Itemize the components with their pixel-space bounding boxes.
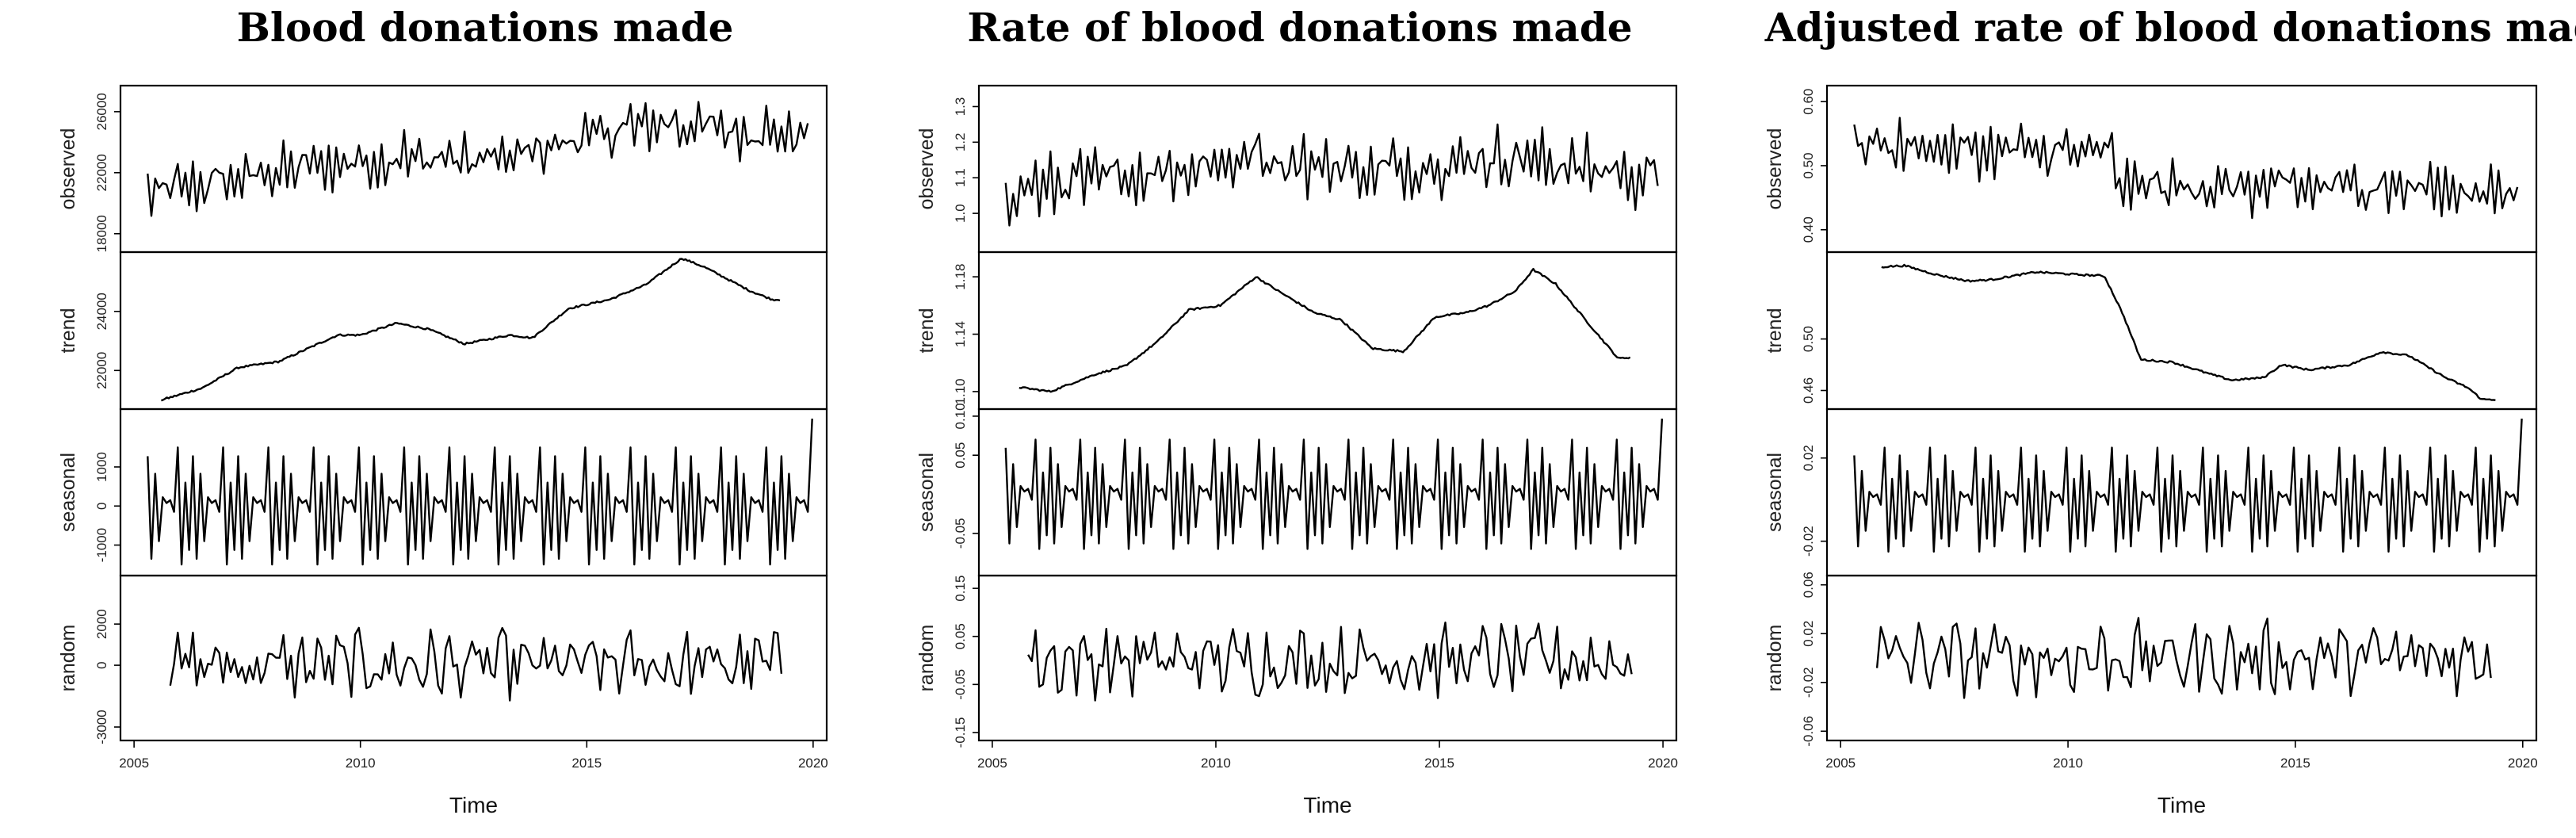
- y-tick-label: 0.40: [1801, 216, 1816, 243]
- y-tick-label: 24000: [94, 293, 109, 330]
- y-tick-label: 1.1: [953, 168, 968, 187]
- panel-seasonal: -0.05 0.05 0.10 seasonal: [915, 403, 1678, 577]
- y-tick-label: 1.14: [953, 321, 968, 347]
- y-tick-label: 1.2: [953, 133, 968, 152]
- y-tick-label: 1.18: [953, 264, 968, 290]
- x-tick-label: 2015: [1424, 756, 1454, 771]
- panel-ylabel: trend: [915, 308, 938, 354]
- y-tick-label: 1.0: [953, 204, 968, 223]
- panel-random: -0.15 -0.05 0.05 0.15 random: [915, 574, 1678, 748]
- y-tick-label: 0.10: [953, 403, 968, 429]
- panel-ylabel: random: [915, 625, 938, 692]
- y-tick-label: 1.10: [953, 378, 968, 404]
- x-tick-label: 2015: [2280, 756, 2310, 771]
- y-tick-label: 0.05: [953, 442, 968, 469]
- y-tick-label: 0.02: [1801, 621, 1816, 647]
- y-tick-label: 0.02: [1801, 445, 1816, 471]
- y-tick-label: 18000: [94, 215, 109, 252]
- y-tick-label: 22000: [94, 154, 109, 191]
- y-tick-label: 0.50: [1801, 152, 1816, 178]
- series-seasonal: [1853, 419, 2523, 553]
- y-tick-label: -0.02: [1801, 667, 1816, 698]
- x-tick-label: 2010: [1201, 756, 1231, 771]
- y-tick-label: 1.3: [953, 98, 968, 117]
- panel-seasonal: -1000 0 1000 seasonal: [57, 408, 828, 577]
- y-tick-label: 0.60: [1801, 89, 1816, 115]
- chart-title: Rate of blood donations made: [967, 4, 1632, 51]
- panel-random: -0.06 -0.02 0.02 0.06 random: [1764, 572, 2538, 747]
- panel-observed: 0.40 0.50 0.60 observed: [1764, 84, 2538, 254]
- series-observed: [1004, 123, 1659, 227]
- panel-ylabel: seasonal: [915, 453, 938, 532]
- panel-frame: [119, 574, 828, 742]
- panel-ylabel: random: [57, 625, 79, 692]
- y-tick-label: 1000: [94, 452, 109, 482]
- x-tick-label: 2020: [2508, 756, 2538, 771]
- x-axis-label: Time: [1303, 793, 1351, 817]
- panel-ylabel: observed: [57, 128, 79, 210]
- chart-1: Blood donations made 18000 22000 26000 obser…: [57, 4, 828, 817]
- y-tick-label: 2000: [94, 609, 109, 639]
- y-tick-label: 26000: [94, 93, 109, 130]
- panel-ylabel: seasonal: [1764, 453, 1786, 532]
- panel-trend: 0.46 0.50 trend: [1764, 251, 2538, 411]
- y-tick-label: -0.15: [953, 717, 968, 748]
- series-observed: [147, 101, 809, 217]
- panel-ylabel: observed: [1764, 128, 1786, 210]
- y-tick-label: 0.06: [1801, 572, 1816, 598]
- panel-trend: 22000 24000 trend: [57, 251, 828, 411]
- x-axis-label: Time: [2157, 793, 2206, 817]
- chart-title: Adjusted rate of blood donations made: [1764, 4, 2576, 51]
- x-tick-label: 2005: [119, 756, 149, 771]
- y-tick-label: 0.50: [1801, 326, 1816, 352]
- panel-frame: [1825, 574, 2538, 742]
- y-tick-label: -0.06: [1801, 716, 1816, 747]
- panel-observed: 18000 22000 26000 observed: [57, 84, 828, 254]
- chart-3: Adjusted rate of blood donations made 0.4…: [1764, 4, 2576, 817]
- y-tick-label: -0.05: [953, 518, 968, 549]
- series-random: [1875, 617, 2492, 699]
- series-trend: [161, 258, 781, 402]
- y-tick-label: 0.05: [953, 623, 968, 649]
- series-random: [1027, 622, 1633, 702]
- y-tick-label: -0.05: [953, 669, 968, 700]
- panel-frame: [977, 251, 1678, 411]
- panel-trend: 1.10 1.14 1.18 trend: [915, 251, 1678, 411]
- y-tick-label: -0.02: [1801, 526, 1816, 557]
- x-tick-label: 2005: [977, 756, 1007, 771]
- series-trend: [1881, 263, 2496, 401]
- panel-ylabel: trend: [1764, 308, 1786, 354]
- x-tick-label: 2010: [346, 756, 376, 771]
- panel-observed: 1.0 1.1 1.2 1.3 observed: [915, 84, 1678, 254]
- x-tick-label: 2005: [1825, 756, 1856, 771]
- x-tick-label: 2020: [798, 756, 828, 771]
- series-observed: [1853, 117, 2519, 220]
- panel-random: -3000 0 2000 random: [57, 574, 828, 744]
- y-tick-label: -1000: [94, 528, 109, 562]
- panel-seasonal: -0.02 0.02 seasonal: [1764, 408, 2538, 577]
- x-tick-label: 2015: [571, 756, 602, 771]
- y-tick-label: 0.46: [1801, 377, 1816, 404]
- panel-ylabel: trend: [57, 308, 79, 354]
- panel-frame: [1825, 251, 2538, 411]
- panel-frame: [977, 574, 1678, 742]
- y-tick-label: -3000: [94, 710, 109, 744]
- x-axis-label: Time: [449, 793, 498, 817]
- panel-ylabel: seasonal: [57, 453, 79, 532]
- series-seasonal: [147, 419, 813, 566]
- chart-title: Blood donations made: [237, 4, 734, 51]
- x-tick-label: 2010: [2053, 756, 2083, 771]
- series-seasonal: [1004, 419, 1664, 550]
- chart-2: Rate of blood donations made 1.0 1.1 1.2 1.3…: [915, 4, 1678, 817]
- y-tick-label: 0: [94, 661, 109, 668]
- x-tick-label: 2020: [1648, 756, 1678, 771]
- panel-ylabel: observed: [915, 128, 938, 210]
- y-tick-label: 22000: [94, 352, 109, 389]
- series-random: [169, 626, 783, 702]
- y-tick-label: 0: [94, 503, 109, 510]
- series-trend: [1019, 267, 1631, 393]
- panel-ylabel: random: [1764, 625, 1786, 692]
- y-tick-label: 0.15: [953, 576, 968, 602]
